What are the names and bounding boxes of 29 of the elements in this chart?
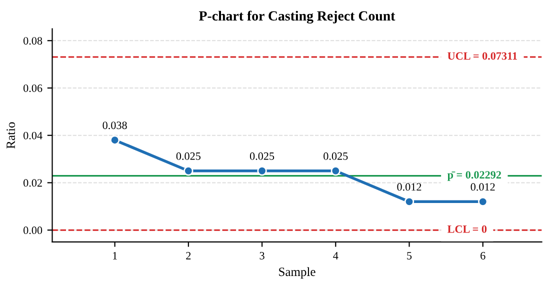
x-tick-label: 4 [333,252,338,260]
data-label: 0.025 [324,152,348,160]
point [478,196,488,207]
y-tick-label: 0.04 [24,132,42,140]
data-label: 0.025 [176,152,200,160]
point [330,166,341,176]
point [257,166,267,176]
y-tick-label: 0.02 [24,179,42,187]
y-tick-label: 0.08 [24,37,42,45]
y-tick-label: 0.00 [24,226,42,234]
x-axis-title: Sample [279,267,316,279]
data-label: 0.038 [102,122,127,130]
data-label: 0.012 [397,183,422,191]
x-tick-label: 5 [407,252,412,260]
y-tick-label: 0.06 [24,84,42,92]
data-label: 0.025 [250,152,274,160]
point [184,166,194,176]
point [404,196,414,207]
y-axis-title: Ratio [6,122,15,149]
x-tick-label: 2 [186,252,191,260]
ref-line-label: p̄ = 0.02292 [447,171,502,181]
x-tick-label: 1 [113,252,117,260]
data-label: 0.012 [470,183,495,191]
chart-title: P-chart for Casting Reject Count [199,10,396,24]
point [110,135,120,145]
ref-line-label: LCL = 0 [447,225,487,233]
ref-line-label: UCL = 0.07311 [448,52,517,60]
x-tick-label: 3 [260,252,264,260]
x-tick-label: 6 [480,252,486,260]
